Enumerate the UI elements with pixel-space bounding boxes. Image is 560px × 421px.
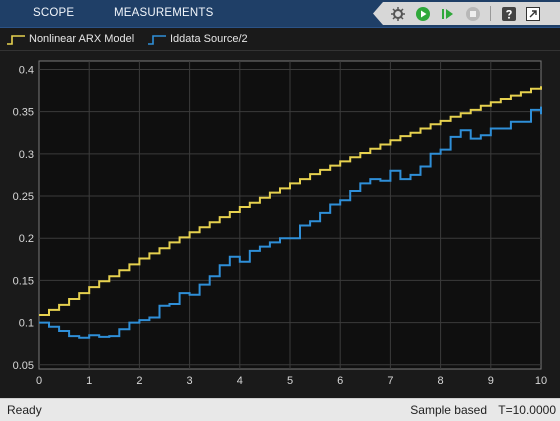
status-text: Ready — [7, 403, 42, 417]
y-tick-label: 0.1 — [19, 318, 34, 330]
help-button[interactable] — [500, 5, 517, 22]
series-line-iddata-source — [39, 106, 542, 339]
settings-icon — [390, 6, 405, 21]
legend-swatch-yellow — [7, 35, 25, 45]
legend-item-nonlinear-arx[interactable]: Nonlinear ARX Model — [6, 28, 134, 50]
series-line-nonlinear-arx — [39, 86, 542, 316]
step-forward-button[interactable] — [439, 5, 456, 22]
series-lines — [39, 86, 542, 339]
x-tick-label: 3 — [187, 375, 193, 387]
toolbar-separator — [490, 6, 491, 21]
status-bar: Ready Sample based T=10.0000 — [0, 398, 560, 421]
legend-swatch-blue — [148, 35, 166, 45]
y-tick-label: 0.15 — [13, 275, 34, 287]
x-tick-label: 6 — [337, 375, 343, 387]
y-tick-label: 0.4 — [19, 64, 34, 76]
stop-icon — [465, 6, 480, 21]
scope-plot[interactable]: 0 1 2 3 4 5 6 7 8 9 10 0.05 0.1 0.15 0.2 0.25 0.3 0.35 0.4 — [0, 51, 560, 398]
x-tick-label: 5 — [287, 375, 293, 387]
plot-area: 0 1 2 3 4 5 6 7 8 9 10 0.05 0.1 0.15 0.2 0.25 0.3 0.35 0.4 — [0, 51, 560, 398]
toolstrip: SCOPE MEASUREMENTS — [0, 0, 560, 28]
x-tick-label: 8 — [438, 375, 444, 387]
legend-label: Iddata Source/2 — [170, 33, 248, 45]
legend: Nonlinear ARX Model Iddata Source/2 — [0, 28, 560, 51]
x-tick-label: 2 — [136, 375, 142, 387]
help-icon — [501, 6, 516, 21]
grid-lines — [39, 61, 541, 369]
status-mode: Sample based — [410, 403, 487, 417]
y-tick-label: 0.05 — [13, 360, 34, 372]
stop-button[interactable] — [464, 5, 481, 22]
y-tick-label: 0.35 — [13, 107, 34, 119]
undock-button[interactable] — [524, 5, 541, 22]
tab-scope[interactable]: SCOPE — [33, 7, 75, 19]
x-tick-label: 4 — [237, 375, 243, 387]
tab-measurements[interactable]: MEASUREMENTS — [114, 7, 214, 19]
run-button[interactable] — [414, 5, 431, 22]
y-tick-label: 0.2 — [19, 233, 34, 245]
x-tick-label: 1 — [86, 375, 92, 387]
x-tick-label: 7 — [387, 375, 393, 387]
legend-label: Nonlinear ARX Model — [29, 33, 135, 45]
x-tick-label: 10 — [535, 375, 547, 387]
run-icon — [415, 6, 430, 21]
step-forward-icon — [441, 8, 453, 19]
x-tick-label: 9 — [488, 375, 494, 387]
y-tick-label: 0.3 — [19, 149, 34, 161]
undock-icon — [525, 6, 540, 21]
toolbar-buttons — [373, 2, 560, 25]
x-tick-label: 0 — [36, 375, 42, 387]
status-time: T=10.0000 — [498, 403, 556, 417]
settings-button[interactable] — [389, 5, 406, 22]
y-tick-label: 0.25 — [13, 191, 34, 203]
legend-item-iddata-source[interactable]: Iddata Source/2 — [147, 28, 248, 50]
tick-labels: 0 1 2 3 4 5 6 7 8 9 10 0.05 0.1 0.15 0.2 0.25 0.3 0.35 0.4 — [13, 64, 548, 387]
